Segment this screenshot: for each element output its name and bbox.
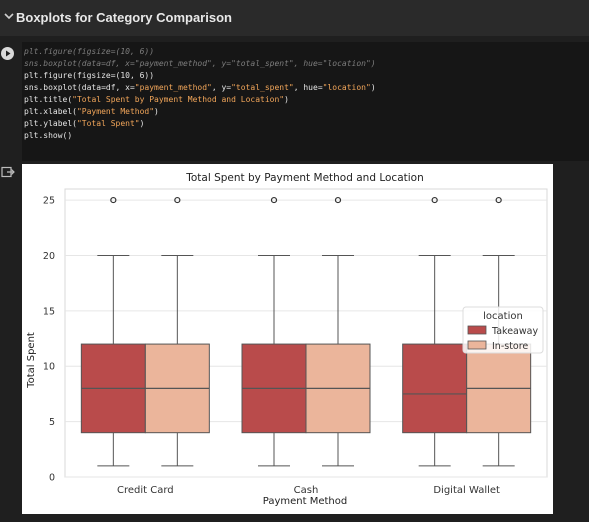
box-takeaway (402, 343, 468, 434)
code-token: "location" (322, 83, 371, 92)
code-token: "payment_method" (134, 83, 212, 92)
legend-title: location (483, 311, 523, 322)
code-token: , hue= (293, 83, 323, 92)
x-tick-label: Cash (294, 485, 319, 496)
legend-swatch (467, 340, 487, 350)
code-token: ) (284, 95, 289, 104)
chevron-down-icon[interactable] (4, 11, 14, 21)
y-tick-label: 25 (43, 196, 55, 207)
code-line: plt.ylabel("Total Spent") (24, 118, 376, 130)
y-tick-label: 20 (43, 251, 55, 262)
y-tick-label: 5 (49, 417, 55, 428)
code-token: plt.ylabel( (24, 119, 77, 128)
y-tick-label: 10 (43, 362, 55, 373)
code-line: plt.figure(figsize=(10, 6)) (24, 46, 376, 58)
code-editor[interactable]: plt.figure(figsize=(10, 6)) sns.boxplot(d… (24, 46, 376, 142)
x-axis-label: Payment Method (263, 496, 347, 507)
code-token: ) (370, 83, 376, 92)
code-token: ) (139, 119, 145, 128)
outlier-point (334, 196, 342, 204)
code-token: plt.figure(figsize=(10, 6)) (24, 71, 155, 80)
outlier-point (495, 196, 502, 204)
outlier-point (431, 196, 438, 204)
code-token: "Total Spent by Payment Method and Locat… (72, 95, 285, 104)
outlier-point (174, 196, 181, 204)
legend-label: Takeaway (491, 326, 538, 337)
code-line: plt.figure(figsize=(10, 6)) (24, 70, 376, 82)
code-token: "Total Spent" (76, 119, 140, 128)
boxplot-chart: Total Spent by Payment Method and Locati… (26, 172, 548, 507)
cell-output: Total Spent by Payment Method and Locati… (22, 164, 553, 514)
code-line: plt.xlabel("Payment Method") (24, 106, 376, 118)
output-toggle-icon[interactable] (1, 166, 15, 178)
y-tick-label: 15 (43, 306, 55, 317)
run-cell-button[interactable] (1, 47, 14, 60)
code-token: plt.show() (24, 131, 73, 140)
code-token: sns.boxplot(data=df, x= (24, 83, 135, 92)
outlier-point (110, 196, 117, 204)
chart-title: Total Spent by Payment Method and Locati… (185, 172, 424, 184)
section-header[interactable]: Boxplots for Category Comparison (0, 0, 589, 36)
play-icon (6, 50, 11, 57)
code-token: ) (154, 107, 159, 116)
code-line: plt.title("Total Spent by Payment Method… (24, 94, 376, 106)
y-axis-label: Total Spent (26, 332, 37, 389)
section-title: Boxplots for Category Comparison (16, 10, 232, 25)
x-tick-label: Credit Card (117, 485, 174, 496)
code-token: plt.xlabel( (24, 107, 77, 116)
code-cell[interactable] (22, 42, 589, 161)
legend-label: In-store (492, 341, 528, 352)
legend-swatch (467, 325, 487, 335)
code-token: plt.figure(figsize=(10, 6)) (24, 47, 155, 56)
code-line: sns.boxplot(data=df, x="payment_method",… (24, 82, 376, 94)
code-token: "Payment Method" (76, 107, 155, 116)
code-line: plt.show() (24, 130, 376, 142)
y-tick-label: 0 (49, 473, 55, 484)
code-token: , y= (211, 83, 232, 92)
code-token: plt.title( (24, 95, 73, 104)
outlier-point (270, 196, 278, 204)
x-tick-label: Digital Wallet (433, 485, 500, 496)
code-line: sns.boxplot(data=df, x="payment_method",… (24, 58, 376, 70)
code-token: "total_spent" (231, 83, 294, 92)
code-token: sns.boxplot(data=df, x="payment_method",… (24, 59, 376, 68)
